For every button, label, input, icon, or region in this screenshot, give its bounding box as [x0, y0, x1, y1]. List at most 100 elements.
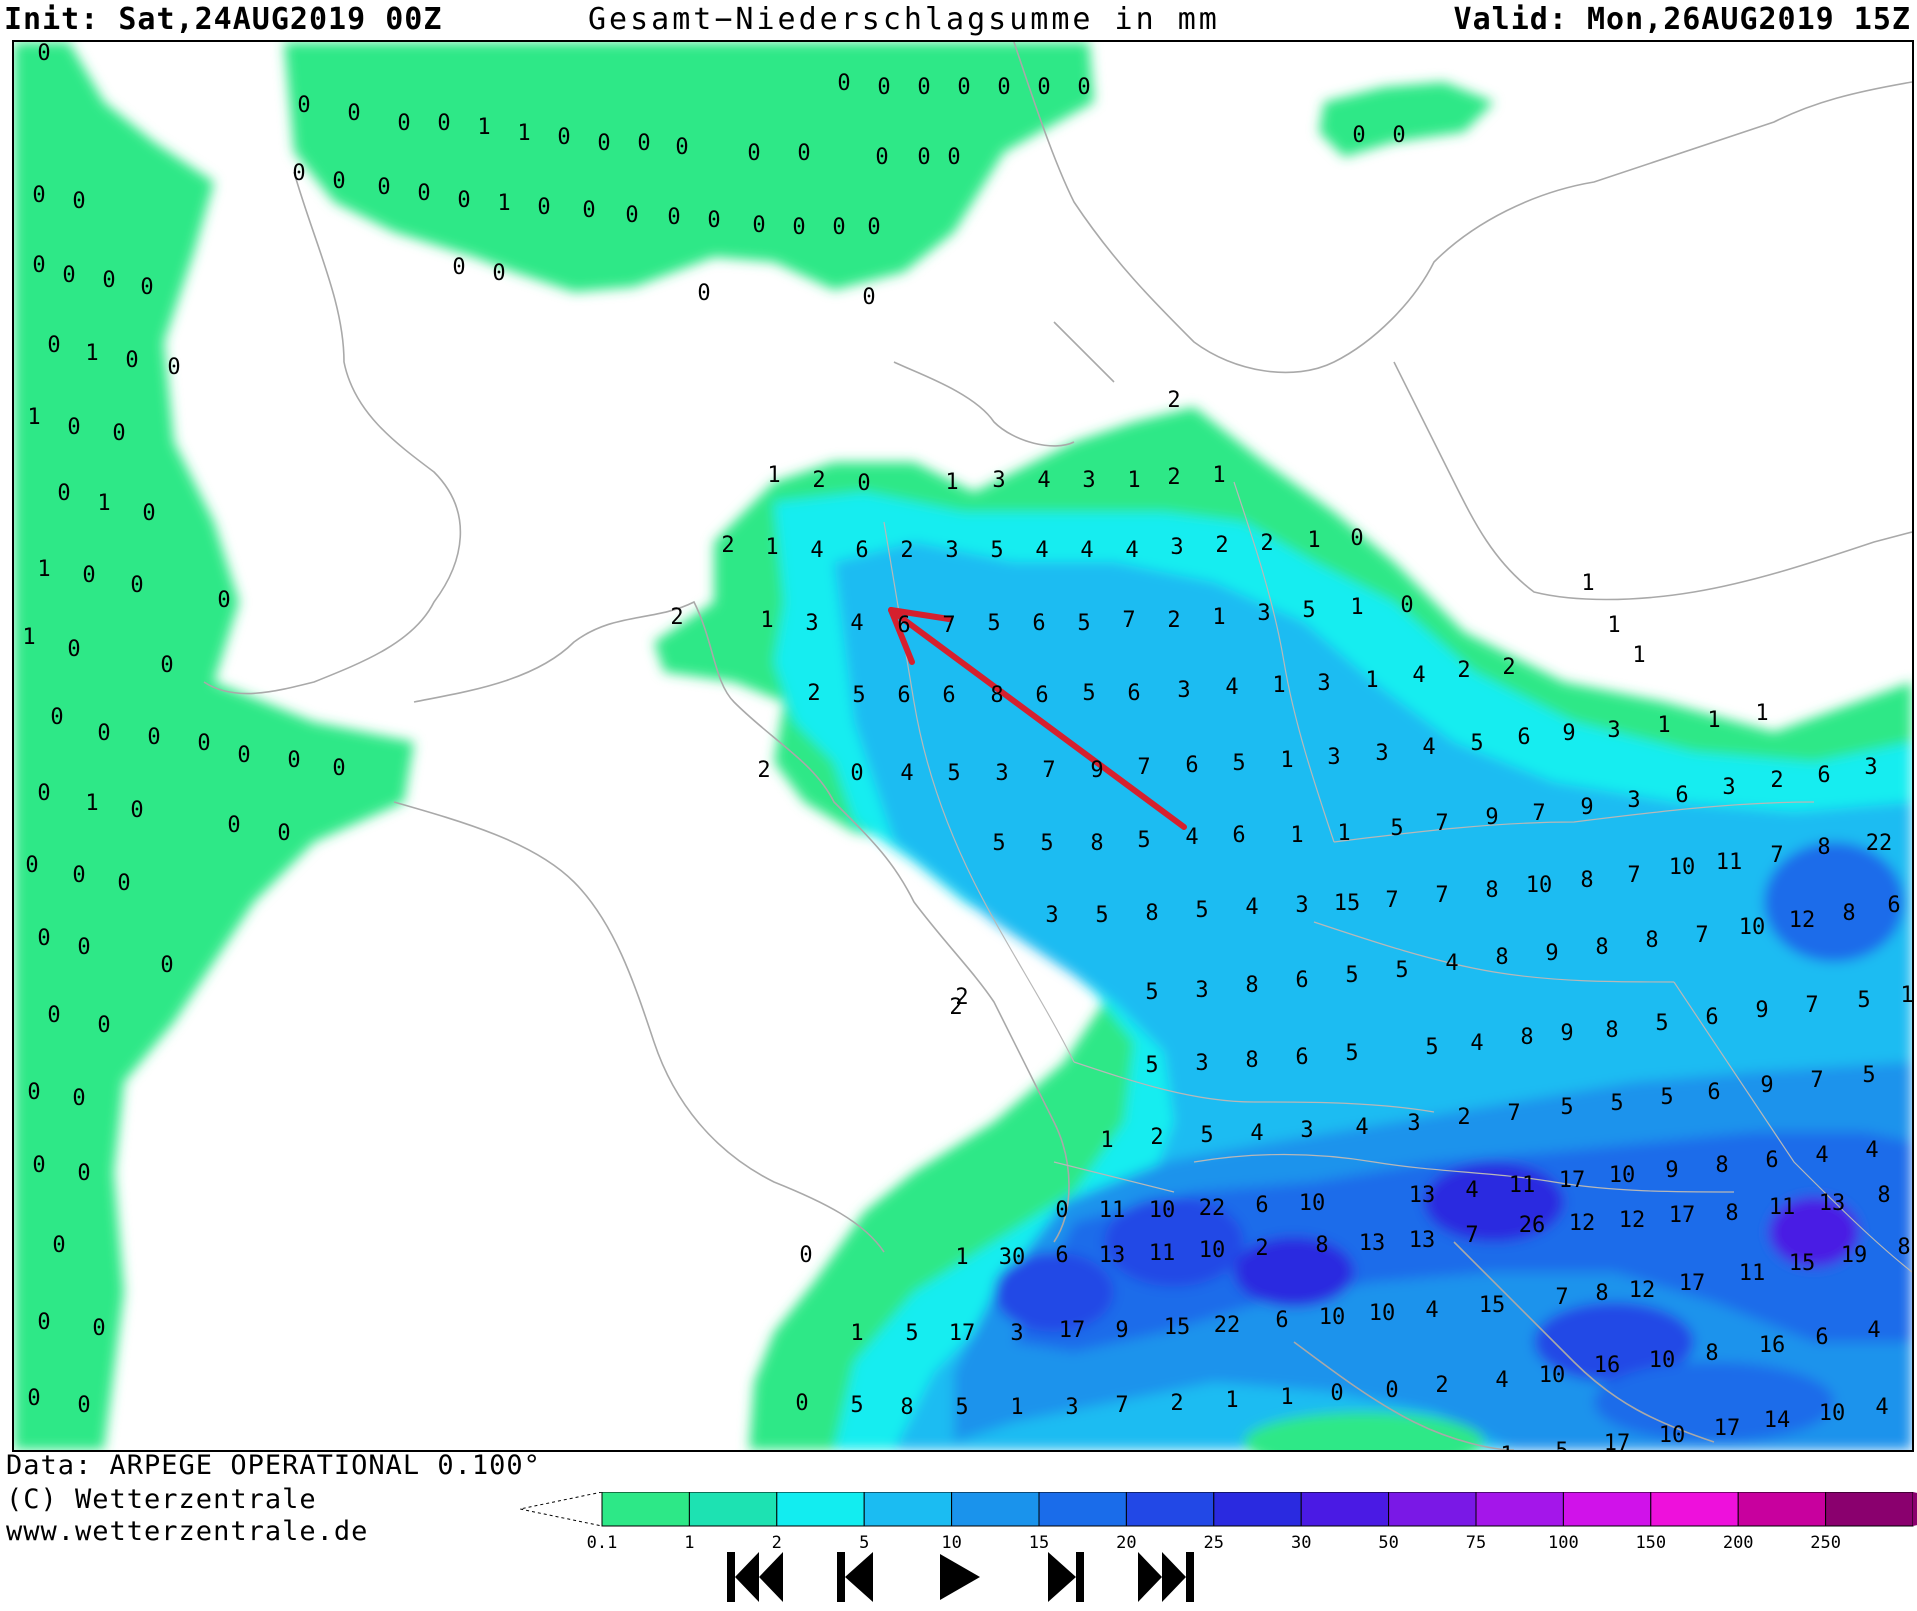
next-frame-button[interactable]: [1048, 1552, 1084, 1602]
precip-value: 4: [1865, 1138, 1878, 1163]
precip-value: 0: [37, 781, 50, 806]
precip-value: 22: [1866, 831, 1893, 856]
precip-value: 0: [47, 1003, 60, 1028]
legend-swatch: [1562, 1492, 1652, 1527]
precip-value: 4: [1422, 735, 1435, 760]
precip-value: 5: [987, 611, 1000, 636]
last-frame-button[interactable]: [1138, 1552, 1194, 1602]
precip-value: 0: [347, 101, 360, 126]
precip-value: 9: [1580, 795, 1593, 820]
precip-value: 4: [1495, 1368, 1508, 1393]
precip-value: 1: [1100, 1128, 1113, 1153]
precip-value: 0: [47, 333, 60, 358]
legend-label: 150: [1635, 1533, 1666, 1553]
precip-value: 1: [85, 791, 98, 816]
precip-cell-balkan: [1594, 1362, 1834, 1442]
precip-value: 2: [1502, 655, 1515, 680]
precip-cell-east: [1764, 842, 1904, 962]
precip-value: 2: [1167, 465, 1180, 490]
website-link[interactable]: www.wetterzentrale.de: [6, 1516, 369, 1547]
precip-value: 2: [1167, 608, 1180, 633]
precip-value: 7: [1532, 801, 1545, 826]
precip-value: 0: [277, 821, 290, 846]
precip-value: 17: [949, 1321, 976, 1346]
precip-value: 6: [942, 683, 955, 708]
precip-value: 7: [1810, 1068, 1823, 1093]
precip-value: 3: [805, 611, 818, 636]
precip-value: 0: [67, 415, 80, 440]
precip-value: 17: [1559, 1168, 1586, 1193]
border-hu: [1673, 981, 1912, 1273]
precip-value: 8: [1520, 1025, 1533, 1050]
legend-swatch: [863, 1492, 953, 1527]
legend-swatch: [601, 1492, 690, 1527]
precip-value: 3: [1082, 468, 1095, 493]
precip-value: 2: [1167, 388, 1180, 413]
first-frame-icon-b: [759, 1552, 783, 1602]
precip-value: 0: [125, 348, 138, 373]
first-frame-button[interactable]: [727, 1552, 783, 1602]
precip-value: 0: [457, 188, 470, 213]
precip-value: 6: [1032, 611, 1045, 636]
first-frame-icon-a: [735, 1552, 759, 1602]
precip-value: 4: [900, 761, 913, 786]
precip-value: 6: [1817, 763, 1830, 788]
precip-fields: [14, 42, 1912, 1450]
precip-value: 22: [1214, 1313, 1241, 1338]
precip-value: 0: [117, 871, 130, 896]
previous-frame-button[interactable]: [837, 1552, 873, 1602]
precip-value: 1: [955, 1245, 968, 1270]
precip-value: 0: [795, 1391, 808, 1416]
precip-value: 7: [1435, 811, 1448, 836]
precip-value: 12: [1789, 908, 1816, 933]
precip-value: 3: [1065, 1395, 1078, 1420]
legend-lead: [520, 1492, 603, 1527]
precip-value: 3: [1327, 745, 1340, 770]
precip-value: 6: [1185, 753, 1198, 778]
last-frame-icon-bar: [1186, 1552, 1194, 1602]
direction-arrow: [888, 607, 1187, 830]
play-button[interactable]: [940, 1554, 980, 1600]
legend-bar: [520, 1492, 1917, 1527]
precip-value: 8: [1842, 901, 1855, 926]
precip-value: 11: [1739, 1261, 1766, 1286]
precip-value: 8: [1605, 1018, 1618, 1043]
precip-value: 6: [1295, 1045, 1308, 1070]
precip-value: 4: [1412, 663, 1425, 688]
precip-value: 3: [1300, 1118, 1313, 1143]
precip-value: 4: [1425, 1298, 1438, 1323]
precip-cell-alps-3: [1769, 1197, 1859, 1267]
precip-value: 0: [837, 71, 850, 96]
precip-value: 1: [22, 625, 35, 650]
precip-value: 3: [1407, 1111, 1420, 1136]
precip-value: 4: [1037, 468, 1050, 493]
precip-value: 15: [1164, 1315, 1191, 1340]
precip-value: 7: [1122, 608, 1135, 633]
coast-adriatic: [1453, 1241, 1715, 1443]
precip-value: 0: [1392, 123, 1405, 148]
precip-value: 0: [1077, 75, 1090, 100]
precip-value: 11: [1509, 1173, 1536, 1198]
precip-value: 8: [1485, 878, 1498, 903]
precip-value: 16: [1759, 1333, 1786, 1358]
precip-value: 0: [287, 748, 300, 773]
legend-swatch: [1125, 1492, 1215, 1527]
precip-value: 5: [1195, 898, 1208, 923]
precip-value: 6: [897, 683, 910, 708]
precip-value: 0: [377, 175, 390, 200]
precip-value: 5: [1655, 1011, 1668, 1036]
precip-value: 10: [1526, 873, 1553, 898]
precip-value: 13: [1409, 1183, 1436, 1208]
precip-value: 11: [1716, 850, 1743, 875]
precip-value: 5: [1425, 1035, 1438, 1060]
precip-value: 0: [32, 183, 45, 208]
precip-value: 4: [1867, 1318, 1880, 1343]
precip-value: 0: [25, 853, 38, 878]
legend-swatch: [1388, 1492, 1477, 1527]
precip-value: 5: [1095, 903, 1108, 928]
precip-value: 0: [77, 1161, 90, 1186]
precip-value: 3: [992, 468, 1005, 493]
precip-value: 2: [670, 605, 683, 630]
precip-value: 0: [92, 1316, 105, 1341]
precip-value: 1: [1272, 673, 1285, 698]
